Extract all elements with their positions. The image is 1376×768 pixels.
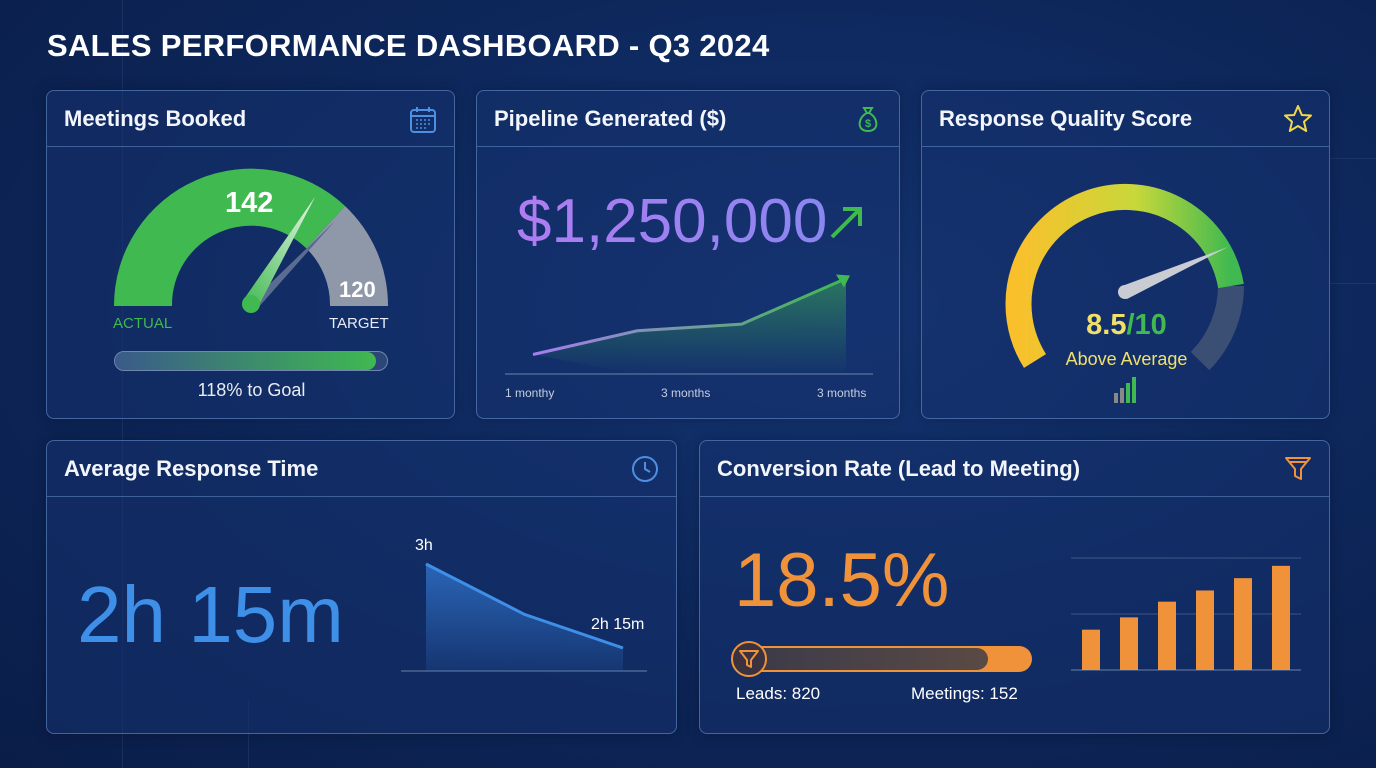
score-max: /10 [1126, 309, 1167, 341]
calendar-icon[interactable] [408, 105, 438, 135]
response-time-card: Average Response Time 2h 15m 3h 2h 15m [46, 440, 677, 734]
bar-2 [1120, 617, 1138, 670]
bar-5 [1234, 578, 1252, 670]
card-header: Pipeline Generated ($) $ [477, 91, 899, 147]
conversion-progress-track [734, 648, 988, 670]
conversion-bar-chart [1071, 557, 1301, 671]
gauge-needle [244, 197, 315, 309]
star-icon[interactable] [1283, 104, 1313, 134]
score-value: 8.5/10 [922, 309, 1331, 342]
bar-3 [1158, 601, 1176, 670]
card-header: Average Response Time [47, 441, 676, 497]
bar-6 [1272, 565, 1290, 670]
response-time-value: 2h 15m [77, 570, 344, 659]
target-value: 120 [339, 277, 376, 302]
page-title: SALES PERFORMANCE DASHBOARD - Q3 2024 [47, 28, 770, 63]
conversion-value: 18.5% [734, 538, 950, 623]
pipeline-card: Pipeline Generated ($) $ $1,250,000 1 mo… [476, 90, 900, 419]
card-title: Response Quality Score [939, 106, 1193, 131]
funnel-icon[interactable] [1283, 454, 1313, 484]
score-label: Above Average [1065, 349, 1188, 369]
card-title: Conversion Rate (Lead to Meeting) [717, 456, 1081, 481]
gauge-score-arc [1005, 184, 1244, 368]
meetings-count: Meetings: 152 [911, 684, 1018, 703]
card-header: Meetings Booked [47, 91, 454, 147]
target-label: TARGET [329, 315, 389, 332]
goal-text: 118% to Goal [197, 380, 306, 400]
quality-gauge [1005, 184, 1244, 403]
x-label-3: 3 months [817, 386, 867, 400]
trend-line [532, 277, 847, 356]
score: 8.5 [1086, 309, 1127, 341]
gauge-needle [1122, 247, 1228, 299]
clock-icon[interactable] [630, 454, 660, 484]
end-label: 2h 15m [591, 616, 645, 633]
card-header: Conversion Rate (Lead to Meeting) [700, 441, 1329, 497]
start-label: 3h [415, 537, 433, 554]
arrow-up-right-icon [830, 207, 862, 239]
card-header: Response Quality Score [922, 91, 1329, 147]
signal-bars-icon [1114, 377, 1136, 403]
pipeline-value: $1,250,000 [517, 187, 828, 256]
conversion-progress-bar [732, 646, 1032, 672]
goal-progress-bar [114, 351, 388, 371]
card-title: Average Response Time [64, 456, 319, 481]
gauge-shadow-needle [250, 221, 335, 309]
trend-line [425, 562, 624, 650]
bar-4 [1196, 590, 1214, 670]
card-title: Meetings Booked [64, 106, 247, 131]
x-label-2: 3 months [661, 386, 711, 400]
meetings-gauge [113, 168, 389, 313]
svg-text:$: $ [865, 118, 871, 130]
pipeline-trend-chart [505, 274, 873, 375]
bar-1 [1082, 629, 1100, 670]
money-bag-icon[interactable]: $ [853, 104, 883, 134]
actual-label: ACTUAL [113, 315, 173, 332]
actual-value: 142 [225, 187, 274, 219]
response-trend-chart [401, 562, 647, 672]
gauge-actual-arc [113, 168, 345, 306]
meetings-booked-card: Meetings Booked 142 120 ACTUAL TARGET 11… [46, 90, 455, 419]
funnel-badge-icon [731, 641, 767, 677]
goal-progress-fill [115, 352, 377, 370]
conversion-rate-card: Conversion Rate (Lead to Meeting) 18.5% … [699, 440, 1330, 734]
gauge-target-arc [306, 206, 389, 306]
trend-area [533, 278, 846, 374]
card-title: Pipeline Generated ($) [494, 106, 727, 131]
response-quality-card: Response Quality Score 8.5/10 Above Aver… [921, 90, 1330, 419]
leads-count: Leads: 820 [736, 684, 821, 703]
gauge-gray-arc [1190, 285, 1244, 371]
x-label-1: 1 monthy [505, 386, 555, 400]
trend-arrowhead [836, 274, 850, 288]
